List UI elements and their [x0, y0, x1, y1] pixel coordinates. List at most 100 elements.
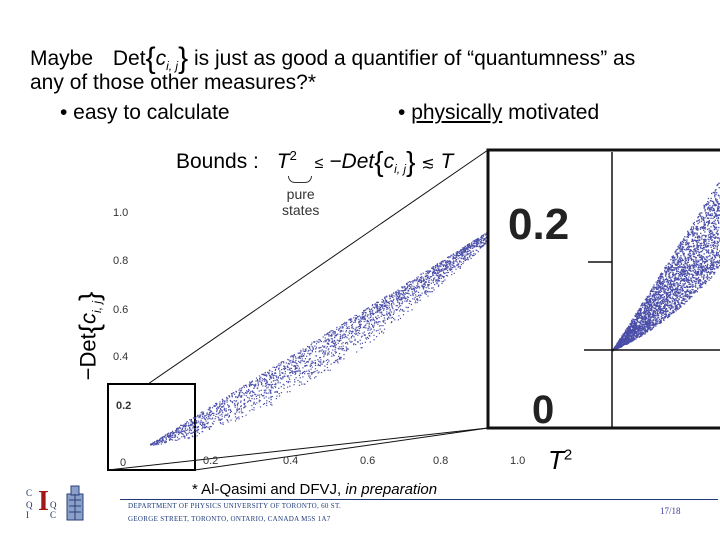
- scatter-point: [456, 252, 458, 255]
- scatter-point: [201, 414, 203, 416]
- scatter-point: [358, 330, 360, 332]
- scatter-point: [452, 253, 454, 255]
- zoom-scatter-point: [662, 283, 664, 285]
- scatter-point: [383, 305, 385, 308]
- zoom-scatter-point: [714, 196, 716, 198]
- scatter-point: [206, 412, 208, 414]
- scatter-point: [171, 432, 173, 434]
- zoom-scatter-point: [693, 262, 695, 264]
- zoom-scatter-point: [627, 327, 629, 329]
- scatter-point: [427, 285, 429, 287]
- scatter-point: [424, 292, 426, 295]
- bounds-formula: Bounds : T2 ≤ −Det{ci, j} ≲ T: [176, 146, 454, 177]
- scatter-point: [477, 237, 479, 239]
- zoom-scatter-point: [688, 281, 690, 284]
- scatter-point: [258, 394, 260, 396]
- zoom-scatter-point: [715, 228, 717, 230]
- scatter-point: [467, 248, 469, 250]
- scatter-point: [422, 286, 424, 288]
- zoom-scatter-point: [682, 285, 684, 287]
- scatter-point: [463, 251, 465, 253]
- scatter-point: [300, 381, 302, 383]
- zoom-scatter-point: [695, 274, 697, 276]
- zoom-scatter-point: [619, 342, 621, 344]
- zoom-scatter-point: [715, 198, 717, 201]
- scatter-point: [304, 350, 306, 352]
- zoom-scatter-point: [713, 272, 715, 274]
- scatter-point: [433, 278, 435, 280]
- scatter-point: [221, 403, 223, 405]
- zoom-scatter-point: [658, 293, 660, 295]
- scatter-point: [441, 260, 443, 262]
- scatter-point: [181, 428, 183, 431]
- scatter-point: [410, 303, 412, 305]
- scatter-point: [220, 409, 222, 411]
- scatter-point: [228, 414, 230, 417]
- zoom-scatter-point: [667, 284, 669, 286]
- scatter-point: [372, 312, 374, 314]
- scatter-point: [294, 371, 296, 373]
- scatter-point: [230, 410, 232, 413]
- scatter-point: [271, 377, 273, 379]
- zoom-scatter-point: [665, 297, 667, 299]
- scatter-point: [372, 319, 374, 321]
- zoom-scatter-point: [663, 310, 665, 312]
- zoom-scatter-point: [635, 319, 638, 321]
- scatter-point: [433, 268, 435, 271]
- zoom-scatter-point: [653, 307, 655, 309]
- zoom-scatter-point: [629, 335, 631, 337]
- scatter-point: [191, 424, 193, 426]
- scatter-point: [428, 287, 430, 290]
- scatter-point: [438, 280, 440, 282]
- zoom-scatter-point: [713, 209, 715, 212]
- scatter-point: [211, 418, 213, 420]
- scatter-point: [323, 346, 325, 348]
- scatter-point: [182, 433, 184, 435]
- scatter-point: [334, 344, 336, 346]
- scatter-point: [236, 411, 238, 413]
- scatter-point: [438, 275, 440, 277]
- scatter-point: [195, 420, 197, 422]
- zoom-scatter-point: [704, 210, 706, 212]
- scatter-point: [261, 373, 263, 375]
- scatter-point: [460, 254, 462, 256]
- scatter-point: [226, 397, 228, 399]
- scatter-point: [325, 341, 327, 343]
- scatter-point: [294, 367, 296, 369]
- scatter-point: [291, 371, 293, 373]
- scatter-point: [301, 355, 304, 357]
- scatter-point: [369, 310, 371, 312]
- scatter-point: [376, 309, 378, 311]
- scatter-point: [349, 318, 351, 320]
- scatter-point: [401, 287, 404, 289]
- zoom-scatter-point: [709, 255, 711, 257]
- scatter-point: [475, 239, 477, 241]
- scatter-point: [267, 383, 269, 385]
- scatter-point: [420, 282, 423, 284]
- zoom-scatter-point: [654, 307, 656, 309]
- scatter-point: [361, 335, 363, 337]
- bullet-easy: • easy to calculate: [60, 101, 230, 124]
- zoom-scatter-point: [654, 312, 656, 314]
- zoom-scatter-point: [674, 290, 676, 292]
- scatter-point: [344, 342, 347, 345]
- scatter-point: [331, 340, 334, 342]
- scatter-point: [472, 240, 474, 242]
- scatter-point: [176, 427, 178, 430]
- scatter-point: [301, 358, 303, 360]
- zoom-scatter-point: [675, 287, 677, 289]
- zoom-scatter-point: [651, 296, 653, 298]
- scatter-point: [407, 285, 409, 287]
- scatter-point: [458, 254, 460, 256]
- scatter-point: [198, 415, 200, 418]
- zoom-scatter-point: [675, 277, 677, 279]
- scatter-point: [365, 324, 367, 326]
- scatter-point: [218, 407, 220, 409]
- scatter-point: [180, 427, 182, 429]
- scatter-point: [197, 429, 199, 431]
- zoom-scatter-point: [686, 248, 688, 250]
- zoom-scatter-point: [666, 304, 668, 306]
- scatter-point: [351, 336, 353, 338]
- scatter-point: [411, 309, 413, 311]
- scatter-point: [476, 238, 478, 240]
